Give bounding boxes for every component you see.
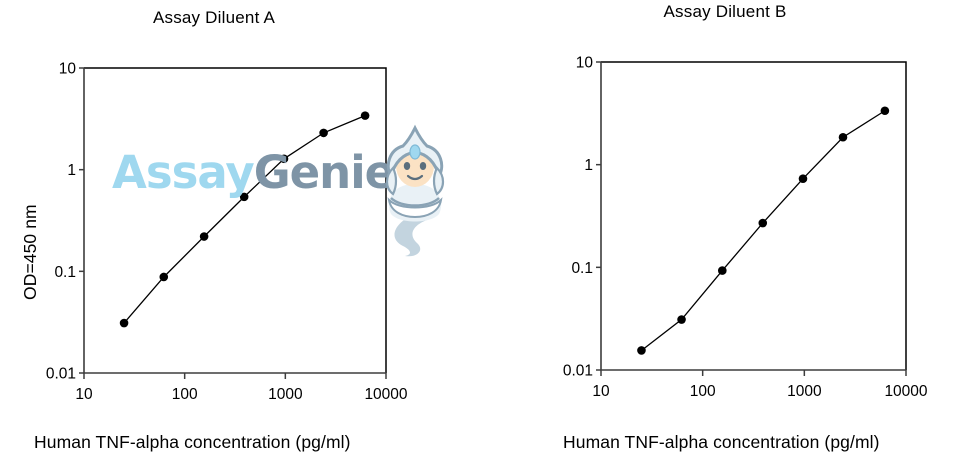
x-tick-label: 100 bbox=[172, 386, 198, 403]
data-point bbox=[637, 346, 646, 355]
y-tick-label: 10 bbox=[59, 61, 77, 78]
y-tick-label: 0.01 bbox=[563, 363, 593, 380]
data-point bbox=[199, 232, 209, 241]
data-point bbox=[239, 192, 249, 202]
x-axis-label-a: Human TNF-alpha concentration (pg/ml) bbox=[34, 432, 351, 452]
plot-area-b: 0.01 0.1 1 10 10 100 1000 10000 bbox=[563, 55, 928, 401]
x-tick-label: 10 bbox=[592, 383, 610, 400]
chart-panel-assay-diluent-a: Assay Diluent A 0.01 0.1 1 10 10 100 1000 10000… bbox=[20, 8, 408, 452]
y-tick-label: 0.1 bbox=[54, 264, 76, 281]
x-tick-label: 100 bbox=[690, 383, 716, 400]
data-point bbox=[360, 111, 370, 120]
data-point bbox=[880, 106, 890, 116]
chart-panel-assay-diluent-b: Assay Diluent B 0.01 0.1 1 10 10 100 1000 10000… bbox=[483, 0, 967, 467]
x-axis-label-b: Human TNF-alpha concentration (pg/ml) bbox=[563, 432, 880, 452]
panel-title-b: Assay Diluent B bbox=[663, 2, 787, 21]
plot-frame bbox=[84, 67, 387, 373]
x-tick-label: 1000 bbox=[787, 383, 822, 400]
plot-axes bbox=[600, 62, 906, 371]
plot-frame bbox=[601, 61, 907, 370]
series-line bbox=[123, 115, 366, 324]
y-tick-label: 1 bbox=[67, 162, 76, 179]
data-point bbox=[159, 272, 169, 282]
y-axis-label-a: OD=450 nm bbox=[20, 204, 40, 300]
y-tick-label: 0.01 bbox=[46, 366, 76, 383]
data-point bbox=[758, 218, 768, 228]
series-line bbox=[641, 110, 886, 351]
x-tick-label: 1000 bbox=[268, 386, 303, 403]
plot-area-a: 0.01 0.1 1 10 10 100 1000 10000 bbox=[46, 61, 408, 404]
y-tick-label: 1 bbox=[584, 157, 593, 174]
x-tick-label: 10000 bbox=[884, 383, 927, 400]
data-point bbox=[838, 132, 848, 142]
x-tick-label: 10000 bbox=[364, 386, 407, 403]
data-point bbox=[119, 318, 129, 328]
data-point bbox=[718, 266, 727, 275]
data-point bbox=[279, 154, 289, 164]
panel-title-a: Assay Diluent A bbox=[152, 8, 276, 27]
x-tick-label: 10 bbox=[75, 386, 93, 403]
data-point bbox=[319, 128, 328, 138]
plot-axes bbox=[83, 68, 386, 374]
data-point bbox=[798, 174, 808, 183]
y-tick-label: 10 bbox=[576, 55, 594, 72]
data-point bbox=[677, 315, 686, 324]
y-tick-label: 0.1 bbox=[571, 260, 593, 277]
